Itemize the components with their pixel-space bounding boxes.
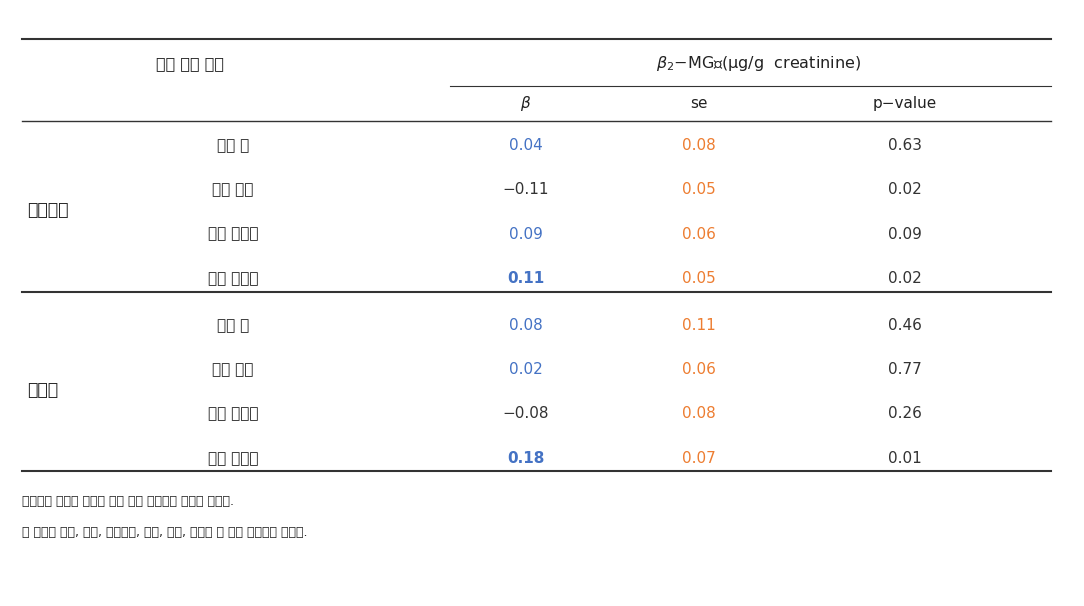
- Text: $\beta_2$−MG　(μg/g  creatinine): $\beta_2$−MG (μg/g creatinine): [656, 54, 862, 73]
- Text: −0.11: −0.11: [503, 182, 549, 198]
- Text: 0.18: 0.18: [507, 451, 544, 466]
- Text: 0.08: 0.08: [508, 318, 543, 333]
- Text: 혁중 수은: 혁중 수은: [212, 362, 254, 378]
- Text: −0.08: −0.08: [503, 407, 549, 422]
- Text: 0.11: 0.11: [507, 271, 544, 286]
- Text: 0.08: 0.08: [682, 138, 717, 153]
- Text: 0.26: 0.26: [888, 407, 922, 422]
- Text: p−value: p−value: [873, 96, 938, 110]
- Text: 중금속과 신기능 수치는 자연 로그 변환하여 모형에 적용함.: 중금속과 신기능 수치는 자연 로그 변환하여 모형에 적용함.: [22, 494, 234, 508]
- Text: 0.46: 0.46: [888, 318, 922, 333]
- Text: 0.09: 0.09: [888, 227, 922, 242]
- Text: $\beta$: $\beta$: [520, 93, 531, 113]
- Text: 0.77: 0.77: [888, 362, 922, 378]
- Text: 0.05: 0.05: [682, 271, 717, 286]
- Text: 0.63: 0.63: [888, 138, 922, 153]
- Text: 혁중 납: 혁중 납: [217, 318, 249, 333]
- Text: 0.06: 0.06: [682, 227, 717, 242]
- Text: 0.02: 0.02: [888, 271, 922, 286]
- Text: 흥연자: 흥연자: [27, 381, 59, 399]
- Text: 비흥연자: 비흥연자: [27, 201, 68, 219]
- Text: 0.06: 0.06: [682, 362, 717, 378]
- Text: 혁중 카드뭈: 혁중 카드뭈: [208, 407, 258, 422]
- Text: 자 모형은 성별, 연령, 조사기간, 소득, 음주, 고혁압 및 당롼 과거력이 보정됨.: 자 모형은 성별, 연령, 조사기간, 소득, 음주, 고혁압 및 당롼 과거력…: [22, 526, 307, 539]
- Text: se: se: [691, 96, 708, 110]
- Text: 0.02: 0.02: [888, 182, 922, 198]
- Text: 혁중 납: 혁중 납: [217, 138, 249, 153]
- Text: 0.01: 0.01: [888, 451, 922, 466]
- Text: 요중 카드뭈: 요중 카드뭈: [208, 271, 258, 286]
- Text: 혁중 수은: 혁중 수은: [212, 182, 254, 198]
- Text: 0.11: 0.11: [682, 318, 717, 333]
- Text: 요중 카드뭈: 요중 카드뭈: [208, 451, 258, 466]
- Text: 0.05: 0.05: [682, 182, 717, 198]
- Text: 0.04: 0.04: [508, 138, 543, 153]
- Text: 혁중 카드뭈: 혁중 카드뭈: [208, 227, 258, 242]
- Text: 흥연 상태 층화: 흥연 상태 층화: [156, 56, 223, 71]
- Text: 0.02: 0.02: [508, 362, 543, 378]
- Text: 0.07: 0.07: [682, 451, 717, 466]
- Text: 0.08: 0.08: [682, 407, 717, 422]
- Text: 0.09: 0.09: [508, 227, 543, 242]
